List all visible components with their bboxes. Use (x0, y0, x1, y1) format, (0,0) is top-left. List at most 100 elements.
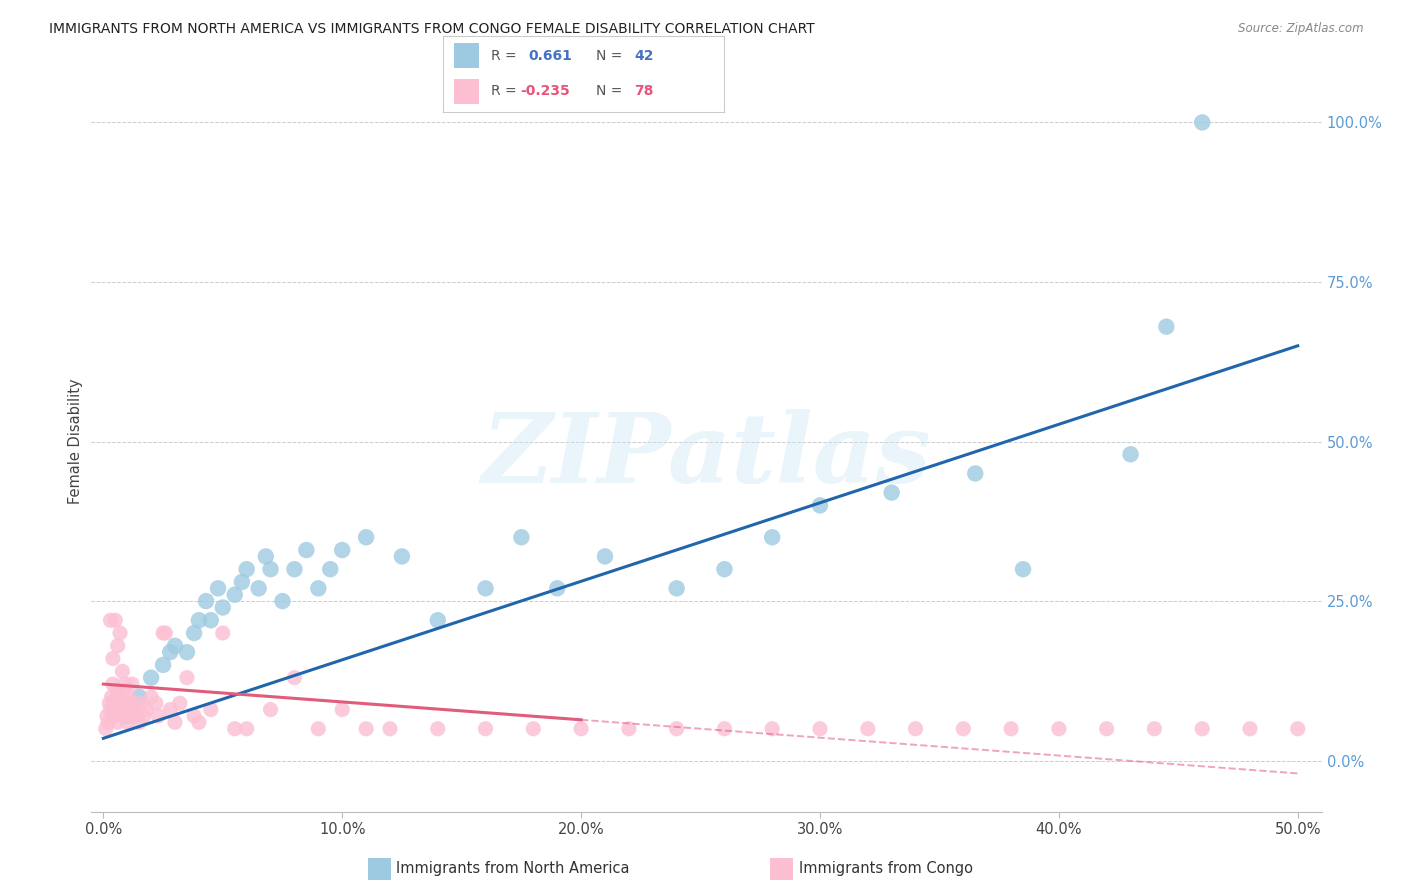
Point (114, 677, 136, 691)
Text: Immigrants from Congo: Immigrants from Congo (799, 862, 973, 876)
Point (108, 690, 131, 704)
Point (111, 709, 134, 723)
Point (159, 645, 181, 659)
Text: R =: R = (491, 49, 520, 62)
Point (114, 703, 136, 717)
Point (665, 722, 688, 736)
Point (224, 588, 246, 602)
Point (155, 626, 177, 640)
Text: -0.235: -0.235 (520, 84, 569, 97)
Point (200, 613, 222, 627)
Point (110, 696, 132, 710)
Point (112, 683, 135, 698)
Point (200, 703, 222, 717)
Point (235, 562, 257, 576)
Point (1191, 722, 1213, 736)
Point (522, 722, 544, 736)
Point (128, 690, 150, 704)
Point (761, 722, 783, 736)
Point (1012, 562, 1035, 576)
Point (100, 613, 122, 627)
Point (211, 626, 233, 640)
Point (169, 696, 191, 710)
Point (426, 613, 449, 627)
Point (1095, 722, 1118, 736)
Point (474, 722, 496, 736)
Point (104, 703, 127, 717)
Point (307, 722, 329, 736)
Point (152, 626, 174, 640)
Point (330, 543, 353, 558)
Text: Source: ZipAtlas.com: Source: ZipAtlas.com (1239, 22, 1364, 36)
Point (176, 645, 198, 659)
Point (100, 703, 122, 717)
Point (115, 715, 138, 730)
Text: N =: N = (596, 49, 627, 62)
Point (354, 530, 377, 544)
Point (135, 703, 157, 717)
Point (105, 683, 128, 698)
Bar (454, 44, 479, 69)
Point (593, 549, 616, 564)
Point (195, 594, 218, 608)
Point (163, 639, 186, 653)
Point (121, 677, 143, 691)
Point (115, 709, 138, 723)
Point (120, 709, 142, 723)
Point (354, 722, 377, 736)
Point (1156, 319, 1178, 334)
Point (139, 671, 162, 685)
Point (235, 722, 257, 736)
Point (176, 671, 198, 685)
Point (124, 703, 146, 717)
Point (330, 703, 353, 717)
Point (107, 639, 129, 653)
Point (98, 696, 121, 710)
Point (187, 715, 209, 730)
Text: 42: 42 (634, 49, 654, 62)
Text: 78: 78 (634, 84, 654, 97)
Point (1191, 115, 1213, 129)
Point (101, 677, 124, 691)
Point (1143, 722, 1166, 736)
Point (254, 549, 277, 564)
Point (117, 690, 139, 704)
Point (856, 722, 879, 736)
Point (247, 582, 270, 596)
Point (952, 722, 974, 736)
Point (132, 709, 155, 723)
Point (187, 613, 209, 627)
Point (378, 722, 401, 736)
Point (1119, 447, 1142, 461)
Point (259, 562, 281, 576)
Point (159, 703, 181, 717)
Point (107, 715, 129, 730)
Point (152, 657, 174, 672)
Point (391, 549, 413, 564)
Point (271, 594, 294, 608)
Point (104, 613, 127, 627)
Point (145, 696, 167, 710)
Point (761, 530, 783, 544)
Point (880, 485, 903, 500)
Point (148, 709, 170, 723)
Point (307, 582, 329, 596)
Text: ZIPatlas: ZIPatlas (482, 409, 931, 503)
Point (101, 651, 124, 665)
Point (163, 715, 186, 730)
Text: N =: N = (596, 84, 627, 97)
Point (808, 499, 831, 513)
Point (97, 715, 120, 730)
Point (259, 703, 281, 717)
Point (1047, 722, 1070, 736)
Point (139, 690, 162, 704)
Point (131, 696, 153, 710)
Point (904, 722, 927, 736)
Point (101, 709, 124, 723)
Point (319, 562, 342, 576)
Point (1000, 722, 1022, 736)
Point (231, 574, 253, 589)
Point (96, 709, 118, 723)
Point (103, 696, 125, 710)
Text: Immigrants from North America: Immigrants from North America (396, 862, 630, 876)
